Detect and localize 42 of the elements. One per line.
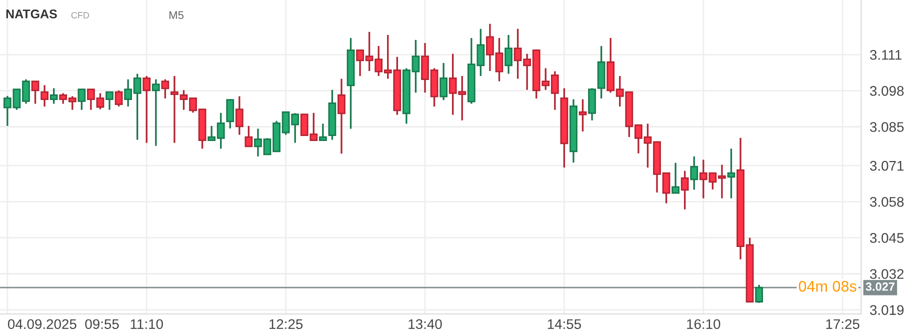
candlestick	[318, 122, 327, 142]
candlestick	[50, 87, 58, 105]
x-tick-label: 14:55	[548, 319, 581, 330]
annotation: 04m 08s	[798, 280, 856, 292]
y-tick-label: 3.045	[870, 233, 904, 243]
x-tick-label: 11:10	[130, 319, 163, 330]
candlestick	[78, 88, 86, 111]
candlestick	[244, 125, 253, 148]
x-tick-label: 04.09.2025 09:55	[8, 319, 119, 330]
text: NATGAS	[6, 10, 57, 18]
x-tick-label: 12:25	[269, 319, 303, 330]
candlestick	[727, 148, 736, 200]
x-tick-label: 16:10	[687, 319, 720, 330]
candlestick	[31, 80, 40, 105]
y-tick-label: 3.032	[870, 269, 904, 279]
candlestick	[152, 78, 160, 147]
candlestick	[338, 78, 346, 154]
x-tick-label: 13:40	[408, 319, 442, 330]
candlestick	[672, 162, 680, 194]
candlestick	[226, 98, 234, 130]
annotation: M5	[169, 11, 184, 20]
candlestick	[578, 98, 587, 132]
candlestick	[161, 78, 170, 100]
x-tick-label: 17:25	[826, 319, 860, 330]
ref-line-label: 3.027	[866, 282, 894, 291]
candlestick	[142, 75, 151, 144]
y-tick-label: 3.098	[870, 86, 904, 96]
y-tick-label: 3.058	[870, 196, 904, 207]
annotation: CFD	[71, 12, 90, 18]
candlestick	[440, 62, 448, 101]
candlestick	[504, 34, 512, 75]
candlestick	[755, 284, 764, 304]
candlestick	[690, 156, 698, 191]
candlestick	[106, 91, 114, 111]
y-tick-label: 3.085	[870, 122, 904, 132]
candlestick	[680, 170, 689, 210]
candlestick	[235, 95, 244, 136]
y-tick-label: 3.111	[870, 50, 902, 60]
candlestick	[40, 84, 48, 108]
y-tick-label: 3.019	[870, 305, 904, 315]
candlestick	[114, 90, 123, 108]
y-tick-label: 3.071	[870, 160, 904, 171]
